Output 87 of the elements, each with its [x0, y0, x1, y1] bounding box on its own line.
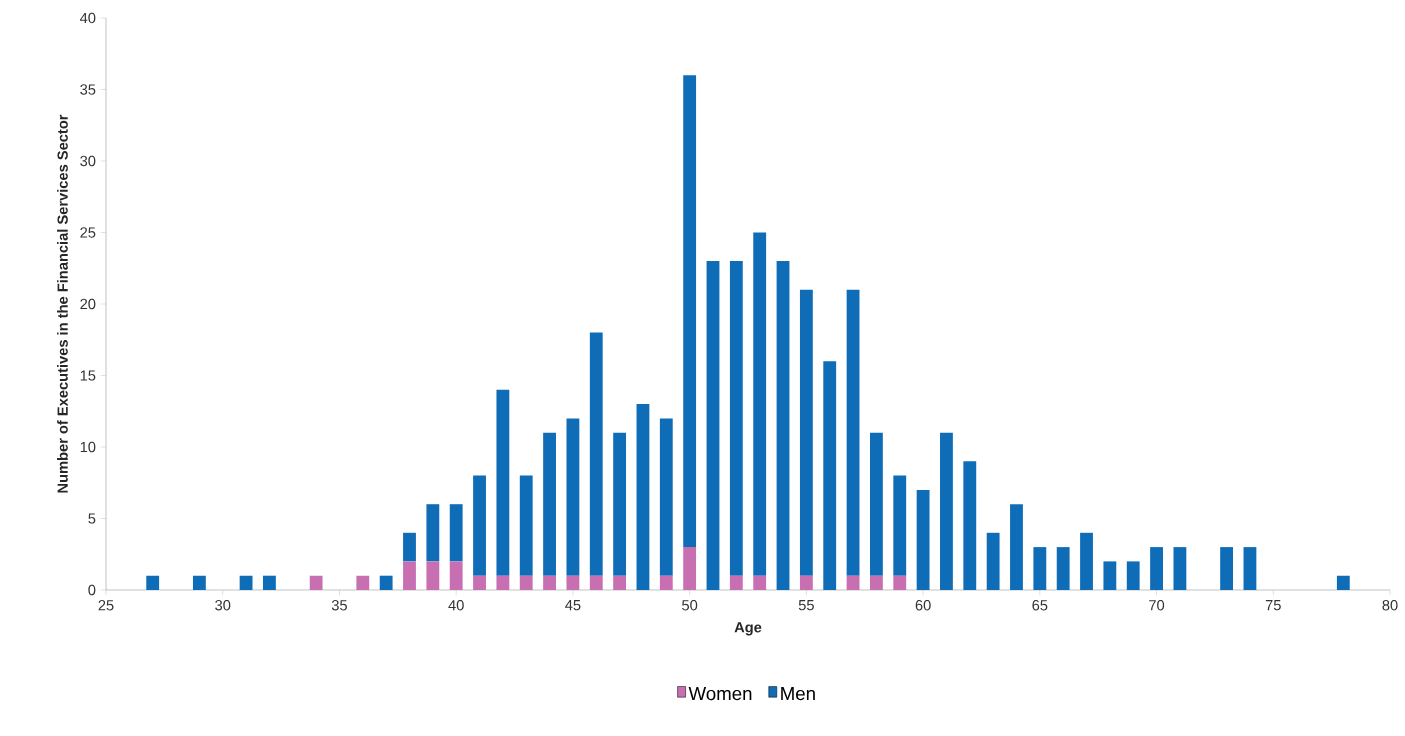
bar	[636, 404, 650, 590]
y-tick-label: 20	[80, 298, 96, 310]
bar	[1103, 561, 1117, 590]
bar	[146, 575, 160, 590]
bar	[1336, 575, 1350, 590]
bar	[543, 575, 556, 590]
bar	[683, 547, 697, 590]
bar	[1010, 504, 1023, 590]
bar	[869, 432, 883, 576]
x-tick-label: 80	[1382, 600, 1398, 611]
x-tick-label: 55	[798, 600, 814, 611]
bar	[403, 532, 416, 562]
bar	[566, 575, 580, 590]
y-tick-label: 15	[80, 370, 96, 381]
y-tick-label: 25	[80, 227, 96, 238]
bar	[753, 232, 767, 576]
bar	[869, 575, 883, 590]
bar	[963, 461, 977, 590]
bar	[449, 561, 463, 590]
bar	[263, 575, 276, 590]
bar	[1220, 547, 1234, 590]
x-tick-label: 70	[1149, 600, 1165, 611]
bar	[683, 75, 697, 548]
y-tick-label: 0	[88, 584, 96, 596]
bar	[239, 575, 253, 590]
bar	[1033, 547, 1047, 590]
bar	[496, 575, 510, 590]
bar	[519, 575, 533, 590]
x-tick-label: 65	[1032, 600, 1048, 611]
bar	[986, 532, 1000, 590]
bar	[893, 575, 907, 590]
x-axis-title: Age	[734, 622, 762, 636]
bar	[776, 261, 790, 590]
y-axis-title: Number of Executives in the Financial Services Sector	[57, 114, 68, 493]
bar	[543, 432, 556, 576]
bar	[496, 389, 510, 576]
bar	[309, 575, 323, 590]
bar	[1080, 532, 1093, 590]
bar	[356, 575, 370, 590]
bar	[613, 432, 627, 576]
bar	[823, 361, 837, 590]
x-tick-label: 45	[565, 600, 581, 611]
x-tick-label: 25	[98, 600, 114, 611]
bar	[706, 261, 720, 590]
bar	[729, 261, 743, 576]
bar	[916, 489, 930, 590]
x-tick-label: 75	[1265, 600, 1281, 611]
x-tick-label: 50	[682, 600, 698, 611]
bar	[473, 575, 486, 590]
bar	[426, 561, 440, 590]
bar	[846, 289, 860, 576]
bar	[940, 432, 953, 590]
y-tick-label: 10	[80, 441, 96, 453]
bar	[1173, 547, 1187, 590]
bar	[519, 475, 533, 576]
bar	[799, 575, 813, 590]
bar	[449, 504, 463, 562]
bar	[403, 561, 416, 590]
x-tick-label: 40	[448, 600, 464, 611]
x-tick-label: 35	[331, 600, 347, 611]
y-tick-label: 30	[80, 155, 96, 167]
bar	[659, 418, 673, 576]
bar	[799, 289, 813, 576]
bar	[192, 575, 206, 590]
y-tick-label: 35	[80, 84, 96, 95]
x-tick-label: 30	[215, 600, 231, 611]
y-tick-label: 40	[79, 12, 96, 24]
bar	[613, 575, 627, 590]
bar	[566, 418, 580, 576]
bar	[753, 575, 767, 590]
legend-label: Women	[688, 687, 752, 701]
bar	[426, 504, 440, 562]
bar	[589, 575, 603, 590]
bar	[729, 575, 743, 590]
bar	[1126, 561, 1140, 590]
bar	[379, 575, 393, 590]
bar	[846, 575, 860, 590]
x-tick-label: 60	[915, 600, 931, 611]
bar	[1056, 547, 1070, 590]
bar	[1150, 547, 1163, 590]
bar	[659, 575, 673, 590]
y-tick-label: 5	[88, 513, 96, 524]
bar	[1243, 547, 1257, 590]
legend-label: Men	[781, 687, 815, 701]
bar	[893, 475, 907, 576]
bar	[589, 332, 603, 576]
bar	[473, 475, 486, 576]
